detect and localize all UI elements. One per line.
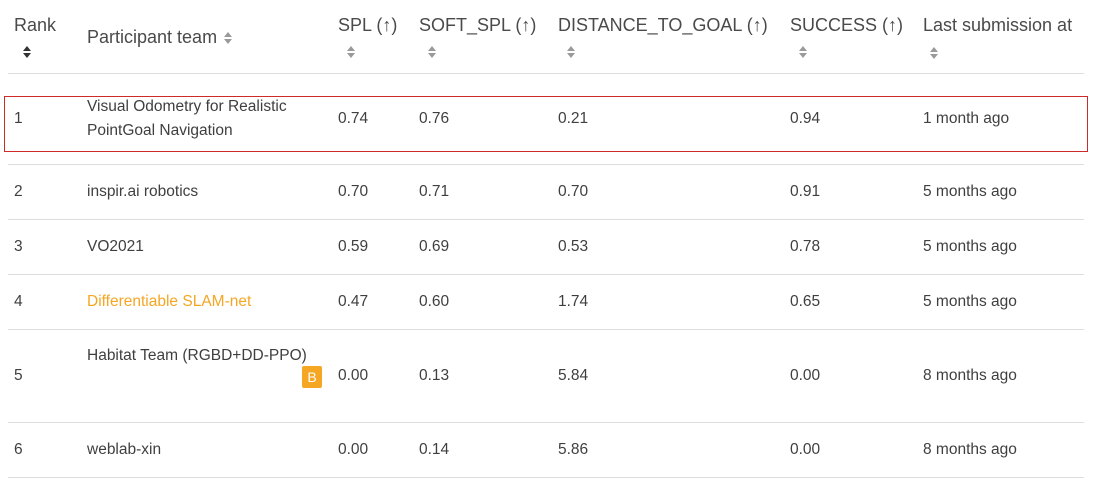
team-name: Habitat Team (RGBD+DD-PPO) [87,346,307,364]
spl-cell: 0.70 [332,164,413,220]
soft-spl-cell: 0.76 [413,73,552,165]
soft-spl-header-label: SOFT_SPL (↑) [419,15,537,35]
rank-cell: 6 [8,422,81,478]
last-submission-cell: 5 months ago [917,219,1084,275]
sort-icon[interactable] [22,45,32,59]
col-header-participant-team[interactable]: Participant team [81,0,332,74]
spl-cell: 0.74 [332,73,413,165]
sort-icon[interactable] [223,31,233,45]
team-cell: inspir.ai robotics [81,164,332,220]
table-row[interactable]: 3 VO2021 0.59 0.69 0.53 0.78 5 months ag… [8,219,1084,275]
rank-cell: 5 [8,329,81,423]
success-cell: 0.00 [784,329,917,423]
sort-icon[interactable] [929,46,939,60]
team-cell: Visual Odometry for Realistic PointGoal … [81,73,332,165]
spl-cell: 0.00 [332,422,413,478]
rank-header-label: Rank [14,15,57,35]
sort-icon[interactable] [566,45,576,59]
distance-cell: 0.21 [552,73,784,165]
success-cell: 0.65 [784,274,917,330]
leaderboard-table: Rank Participant team SPL (↑) SOFT_SPL (… [8,0,1084,478]
success-cell: 0.78 [784,219,917,275]
last-submission-cell: 1 month ago [917,73,1084,165]
distance-cell: 5.86 [552,422,784,478]
rank-cell: 4 [8,274,81,330]
table-row[interactable]: 6 weblab-xin 0.00 0.14 5.86 0.00 8 month… [8,422,1084,478]
last-submission-cell: 8 months ago [917,329,1084,423]
soft-spl-cell: 0.13 [413,329,552,423]
success-cell: 0.91 [784,164,917,220]
team-link[interactable]: Differentiable SLAM-net [81,274,332,330]
col-header-success[interactable]: SUCCESS (↑) [784,0,917,74]
team-cell: Habitat Team (RGBD+DD-PPO) B [81,329,332,423]
team-cell-wrapper: Habitat Team (RGBD+DD-PPO) B [87,344,332,388]
table-row[interactable]: 4 Differentiable SLAM-net 0.47 0.60 1.74… [8,274,1084,330]
table-row[interactable]: 5 Habitat Team (RGBD+DD-PPO) B 0.00 0.13… [8,329,1084,423]
distance-cell: 0.53 [552,219,784,275]
sort-icon[interactable] [798,45,808,59]
spl-cell: 0.47 [332,274,413,330]
header-row: Rank Participant team SPL (↑) SOFT_SPL (… [8,0,1084,74]
team-cell: VO2021 [81,219,332,275]
distance-header-label: DISTANCE_TO_GOAL (↑) [558,15,768,35]
rank-cell: 1 [8,73,81,165]
distance-cell: 5.84 [552,329,784,423]
sort-icon[interactable] [427,45,437,59]
rank-cell: 2 [8,164,81,220]
spl-cell: 0.00 [332,329,413,423]
spl-cell: 0.59 [332,219,413,275]
last-submission-header-label: Last submission at [923,15,1073,35]
success-cell: 0.00 [784,422,917,478]
spl-header-label: SPL (↑) [338,15,398,35]
participant-header-label: Participant team [87,27,218,47]
col-header-rank[interactable]: Rank [8,0,81,74]
last-submission-cell: 5 months ago [917,164,1084,220]
team-cell: weblab-xin [81,422,332,478]
success-cell: 0.94 [784,73,917,165]
rank-cell: 3 [8,219,81,275]
col-header-distance-to-goal[interactable]: DISTANCE_TO_GOAL (↑) [552,0,784,74]
sort-icon[interactable] [346,45,356,59]
last-submission-cell: 5 months ago [917,274,1084,330]
baseline-badge: B [302,365,322,388]
soft-spl-cell: 0.71 [413,164,552,220]
soft-spl-cell: 0.69 [413,219,552,275]
soft-spl-cell: 0.60 [413,274,552,330]
table-row[interactable]: 1 Visual Odometry for Realistic PointGoa… [8,73,1084,165]
success-header-label: SUCCESS (↑) [790,15,904,35]
table-row[interactable]: 2 inspir.ai robotics 0.70 0.71 0.70 0.91… [8,164,1084,220]
col-header-spl[interactable]: SPL (↑) [332,0,413,74]
col-header-soft-spl[interactable]: SOFT_SPL (↑) [413,0,552,74]
distance-cell: 0.70 [552,164,784,220]
col-header-last-submission[interactable]: Last submission at [917,0,1084,74]
distance-cell: 1.74 [552,274,784,330]
soft-spl-cell: 0.14 [413,422,552,478]
last-submission-cell: 8 months ago [917,422,1084,478]
